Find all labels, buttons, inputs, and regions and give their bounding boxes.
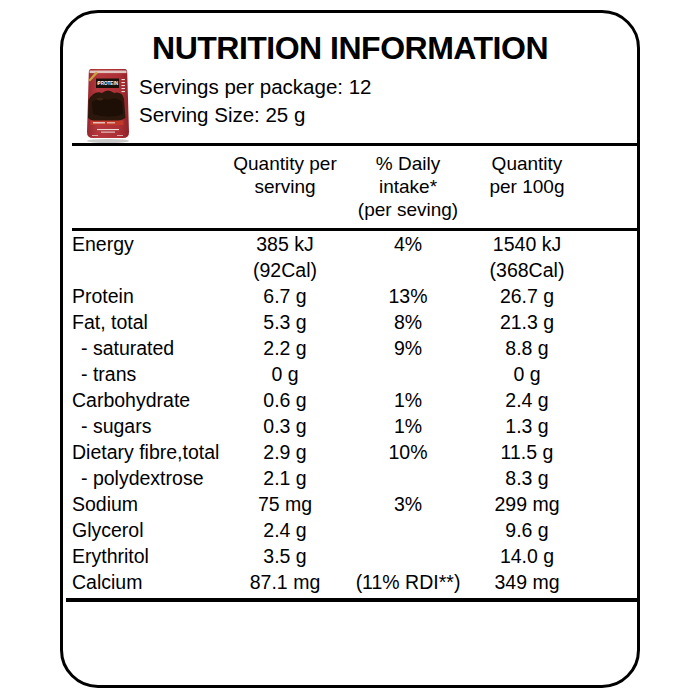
- nutrient-per-100g: 21.3 g: [468, 309, 586, 335]
- nutrient-per-serving: 3.5 g: [222, 543, 348, 569]
- nutrient-daily-intake: 8%: [348, 309, 468, 335]
- nutrient-per-100g: 349 mg: [468, 569, 586, 595]
- nutrient-per-100g: 1540 kJ (368Cal): [468, 230, 586, 284]
- nutrient-label: - sugars: [72, 413, 222, 439]
- nutrient-label: Carbohydrate: [72, 387, 222, 413]
- row-spacer: [586, 413, 638, 439]
- row-spacer: [586, 361, 638, 387]
- nutrient-daily-intake: 1%: [348, 387, 468, 413]
- header-spacer: [586, 145, 638, 230]
- nutrient-label: Dietary fibre,total: [72, 439, 222, 465]
- nutrient-per-serving: 2.9 g: [222, 439, 348, 465]
- nutrient-per-serving: 385 kJ (92Cal): [222, 230, 348, 284]
- row-spacer: [586, 543, 638, 569]
- nutrient-daily-intake: 3%: [348, 491, 468, 517]
- nutrient-daily-intake: 10%: [348, 439, 468, 465]
- nutrient-per-serving: 5.3 g: [222, 309, 348, 335]
- header-nutrient-col: [72, 145, 222, 230]
- serving-info: Servings per package: 12 Serving Size: 2…: [139, 73, 371, 129]
- nutrient-per-100g: 1.3 g: [468, 413, 586, 439]
- nutrient-row: Sodium 75 mg 3% 299 mg: [72, 491, 638, 517]
- nutrition-table-header: Quantity per serving % Daily intake* (pe…: [72, 145, 638, 230]
- nutrient-row: Erythritol 3.5 g 14.0 g: [72, 543, 638, 569]
- nutrient-label: - saturated: [72, 335, 222, 361]
- nutrient-label: Energy: [72, 230, 222, 284]
- nutrient-daily-intake: [348, 465, 468, 491]
- nutrition-table-wrap: Quantity per serving % Daily intake* (pe…: [72, 143, 638, 595]
- nutrient-label: Fat, total: [72, 309, 222, 335]
- nutrient-label: Glycerol: [72, 517, 222, 543]
- nutrient-per-serving: 0.6 g: [222, 387, 348, 413]
- nutrient-per-serving: 2.1 g: [222, 465, 348, 491]
- row-spacer: [586, 517, 638, 543]
- nutrient-per-serving: 2.2 g: [222, 335, 348, 361]
- row-spacer: [586, 283, 638, 309]
- nutrient-per-serving: 75 mg: [222, 491, 348, 517]
- nutrient-label: - trans: [72, 361, 222, 387]
- nutrient-per-100g: 8.8 g: [468, 335, 586, 361]
- nutrient-daily-intake: 4%: [348, 230, 468, 284]
- nutrient-per-100g: 0 g: [468, 361, 586, 387]
- nutrient-per-100g: 9.6 g: [468, 517, 586, 543]
- servings-per-package: Servings per package: 12: [139, 73, 371, 101]
- nutrient-daily-intake: [348, 517, 468, 543]
- nutrient-daily-intake: [348, 361, 468, 387]
- nutrient-row: - polydextrose 2.1 g 8.3 g: [72, 465, 638, 491]
- row-spacer: [586, 569, 638, 595]
- nutrient-daily-intake: 13%: [348, 283, 468, 309]
- nutrient-row: Glycerol 2.4 g 9.6 g: [72, 517, 638, 543]
- nutrient-per-100g: 299 mg: [468, 491, 586, 517]
- nutrient-per-serving: 2.4 g: [222, 517, 348, 543]
- nutrient-row: Calcium 87.1 mg (11% RDI**) 349 mg: [72, 569, 638, 595]
- nutrient-row: - trans 0 g 0 g: [72, 361, 638, 387]
- nutrient-daily-intake: (11% RDI**): [348, 569, 468, 595]
- brand-text: PROTEIN: [98, 81, 119, 86]
- row-spacer: [586, 491, 638, 517]
- nutrient-label: Erythritol: [72, 543, 222, 569]
- nutrition-table-body: Energy 385 kJ (92Cal) 4% 1540 kJ (368Cal…: [72, 230, 638, 596]
- header-daily-intake: % Daily intake* (per seving): [348, 145, 468, 230]
- nutrient-label: Sodium: [72, 491, 222, 517]
- nutrient-label: - polydextrose: [72, 465, 222, 491]
- header-quantity-per-serving: Quantity per serving: [222, 145, 348, 230]
- nutrient-daily-intake: 9%: [348, 335, 468, 361]
- nutrient-per-serving: 6.7 g: [222, 283, 348, 309]
- nutrient-daily-intake: 1%: [348, 413, 468, 439]
- row-spacer: [586, 465, 638, 491]
- nutrient-row: - sugars 0.3 g 1% 1.3 g: [72, 413, 638, 439]
- nutrient-per-serving: 87.1 mg: [222, 569, 348, 595]
- nutrient-row: Fat, total 5.3 g 8% 21.3 g: [72, 309, 638, 335]
- nutrient-per-100g: 14.0 g: [468, 543, 586, 569]
- nutrient-per-100g: 8.3 g: [468, 465, 586, 491]
- nutrient-daily-intake: [348, 543, 468, 569]
- nutrient-per-100g: 26.7 g: [468, 283, 586, 309]
- nutrient-per-serving: 0.3 g: [222, 413, 348, 439]
- nutrient-per-serving: 0 g: [222, 361, 348, 387]
- nutrition-label-card: NUTRITION INFORMATION PROTEIN: [60, 10, 640, 688]
- table-bottom-rule: [66, 598, 638, 602]
- product-image: PROTEIN: [84, 66, 132, 144]
- nutrient-per-100g: 2.4 g: [468, 387, 586, 413]
- nutrient-row: Protein 6.7 g 13% 26.7 g: [72, 283, 638, 309]
- row-spacer: [586, 439, 638, 465]
- nutrient-per-100g: 11.5 g: [468, 439, 586, 465]
- nutrient-row: Dietary fibre,total 2.9 g 10% 11.5 g: [72, 439, 638, 465]
- serving-size: Serving Size: 25 g: [139, 101, 371, 129]
- nutrient-row: Carbohydrate 0.6 g 1% 2.4 g: [72, 387, 638, 413]
- nutrient-row: - saturated 2.2 g 9% 8.8 g: [72, 335, 638, 361]
- row-spacer: [586, 335, 638, 361]
- nutrition-table: Quantity per serving % Daily intake* (pe…: [72, 143, 638, 595]
- row-spacer: [586, 309, 638, 335]
- row-spacer: [586, 387, 638, 413]
- header-quantity-per-100g: Quantity per 100g: [468, 145, 586, 230]
- row-spacer: [586, 230, 638, 284]
- page-title: NUTRITION INFORMATION: [63, 30, 637, 67]
- nutrient-label: Calcium: [72, 569, 222, 595]
- nutrient-row: Energy 385 kJ (92Cal) 4% 1540 kJ (368Cal…: [72, 230, 638, 284]
- nutrient-label: Protein: [72, 283, 222, 309]
